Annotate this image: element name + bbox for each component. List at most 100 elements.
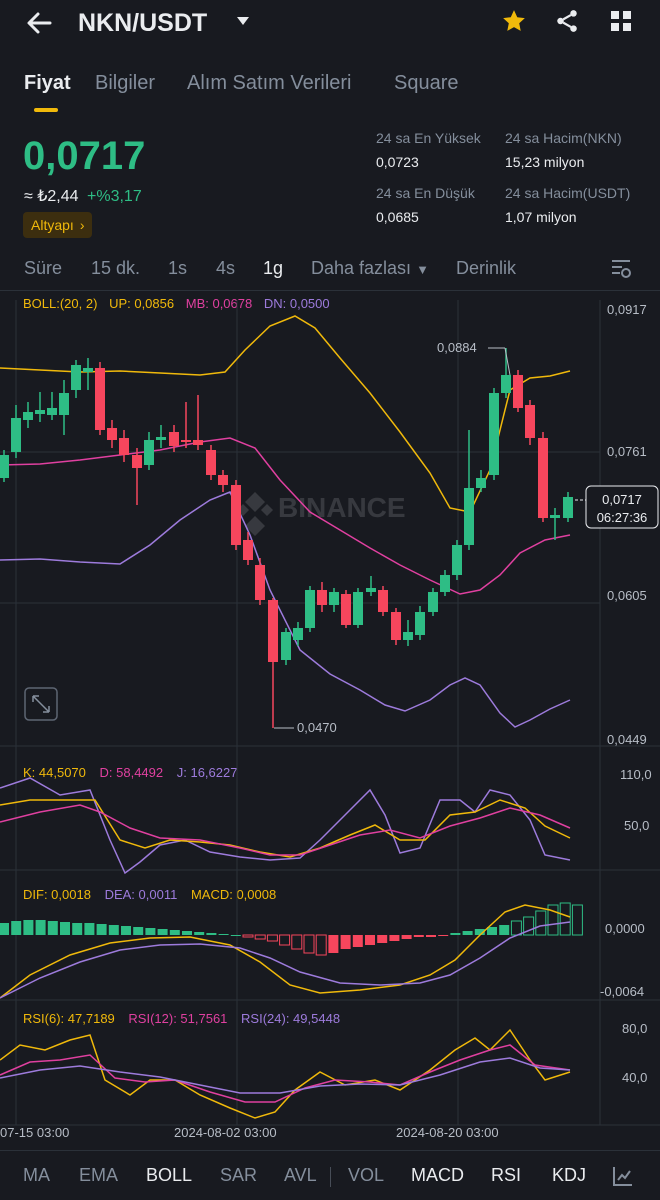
star-icon[interactable]	[501, 8, 527, 39]
boll-params: BOLL:(20, 2)	[23, 296, 98, 311]
macd-bar	[35, 920, 46, 935]
kdj-d-line	[0, 804, 571, 856]
macd-bar	[133, 927, 144, 935]
macd-bar	[266, 934, 278, 942]
ind-tab-kdj[interactable]: KDJ	[552, 1165, 586, 1185]
fiat-price: ≈ ₺2,44 +%3,17	[24, 186, 142, 206]
price-change: +%3,17	[87, 188, 142, 205]
interval-1d[interactable]: 1g	[263, 258, 284, 278]
boll-lower-line	[0, 491, 571, 728]
macd-bar	[60, 922, 70, 935]
ind-tab-sar[interactable]: SAR	[220, 1165, 258, 1185]
kdj-axis-2: 50,0	[624, 818, 649, 833]
chart-settings-icon[interactable]	[610, 258, 632, 285]
candle-body	[107, 428, 117, 440]
ind-tab-ma[interactable]: MA	[23, 1165, 50, 1185]
low-annotation: 0,0470	[297, 720, 337, 735]
candle-body	[550, 515, 560, 518]
macd-axis-2: -0,0064	[600, 984, 644, 999]
ind-tab-macd[interactable]: MACD	[411, 1165, 464, 1185]
candle-body	[59, 393, 69, 415]
tab-bilgiler[interactable]: Bilgiler	[95, 72, 156, 94]
interval-1h[interactable]: 1s	[168, 258, 188, 278]
candle-body	[391, 612, 401, 640]
category-tag[interactable]: Altyapı ›	[23, 212, 93, 238]
vol-usdt-value: 1,07 milyon	[505, 209, 577, 225]
candle-body	[452, 545, 462, 575]
candle-body	[501, 375, 511, 393]
expand-icon[interactable]	[24, 687, 58, 721]
interval-depth[interactable]: Derinlik	[456, 258, 517, 278]
grid-icon[interactable]	[609, 9, 633, 38]
divider	[0, 290, 660, 291]
candle-body	[403, 632, 413, 640]
pair-title[interactable]: NKN/USDT	[78, 9, 208, 37]
kdj-d: D: 58,4492	[99, 765, 164, 780]
candle-body	[305, 590, 315, 628]
interval-4h[interactable]: 4s	[216, 258, 236, 278]
macd-bar	[157, 929, 168, 935]
macd-bar	[0, 923, 9, 935]
tab-divider	[330, 1167, 331, 1187]
boll-up: UP: 0,0856	[109, 296, 175, 311]
ind-tab-ema[interactable]: EMA	[79, 1165, 119, 1185]
macd-bar	[340, 935, 351, 949]
macd-bar	[72, 923, 83, 935]
macd-bar	[279, 934, 291, 946]
candle-body	[35, 410, 45, 414]
kline-chart[interactable]: BINANCE 0,0884 0,0470 0,0917 0,0761 0,06…	[0, 290, 660, 1150]
candle-body	[218, 475, 228, 485]
ind-tab-avl[interactable]: AVL	[284, 1165, 317, 1185]
high-value: 0,0723	[376, 154, 419, 170]
indicator-settings-icon[interactable]	[612, 1165, 634, 1192]
price-axis-2: 0,0761	[607, 444, 647, 459]
candle-body	[181, 440, 191, 442]
back-icon[interactable]	[24, 8, 54, 38]
candle-body	[489, 393, 499, 475]
candle-body	[378, 590, 388, 612]
macd-bar	[413, 935, 424, 937]
date-label-1: 07-15 03:00	[0, 1125, 69, 1140]
macd-dea-line	[0, 921, 571, 999]
date-label-2: 2024-08-02 03:00	[174, 1125, 277, 1140]
macd-bar	[254, 934, 266, 940]
candle-body	[144, 440, 154, 465]
boll-labels: BOLL:(20, 2) UP: 0,0856 MB: 0,0678 DN: 0…	[23, 296, 330, 311]
candle-body	[317, 590, 327, 605]
candle-body	[341, 594, 351, 625]
macd-bar	[450, 933, 461, 935]
candle-body	[119, 438, 129, 455]
interval-more[interactable]: Daha fazlası ▼	[311, 258, 429, 279]
tab-fiyat[interactable]: Fiyat	[24, 72, 71, 94]
ind-tab-vol[interactable]: VOL	[348, 1165, 385, 1185]
macd-bar	[377, 935, 388, 943]
tab-underline	[34, 108, 58, 112]
ind-tab-boll[interactable]: BOLL	[146, 1165, 193, 1185]
chevron-down-icon[interactable]	[236, 14, 250, 32]
macd-bar	[169, 930, 180, 935]
candle-body	[206, 450, 216, 475]
boll-mb: MB: 0,0678	[185, 296, 253, 311]
ind-tab-rsi[interactable]: RSI	[491, 1165, 522, 1185]
high-annotation-line	[504, 347, 511, 376]
macd-bar	[315, 934, 327, 956]
macd-bar	[462, 931, 473, 935]
tab-alim-satim[interactable]: Alım Satım Verileri	[187, 72, 352, 94]
price-marker-countdown: 06:27:36	[597, 510, 648, 525]
interval-more-label: Daha fazlası	[311, 258, 412, 278]
macd-dif: DIF: 0,0018	[23, 887, 91, 902]
interval-sure[interactable]: Süre	[24, 258, 63, 278]
tab-square[interactable]: Square	[394, 72, 459, 94]
macd-bar	[291, 934, 303, 950]
share-icon[interactable]	[554, 8, 580, 39]
candle-body	[476, 478, 486, 488]
category-label: Altyapı	[31, 217, 74, 233]
rsi-6: RSI(6): 47,7189	[23, 1011, 115, 1026]
macd-dea: DEA: 0,0011	[104, 887, 178, 902]
divider-bottom	[0, 1150, 660, 1151]
price-axis-4: 0,0449	[607, 732, 647, 747]
candle-body	[243, 540, 253, 560]
interval-15m[interactable]: 15 dk.	[91, 258, 141, 278]
macd-bar	[474, 929, 485, 935]
macd-bar	[23, 920, 34, 935]
